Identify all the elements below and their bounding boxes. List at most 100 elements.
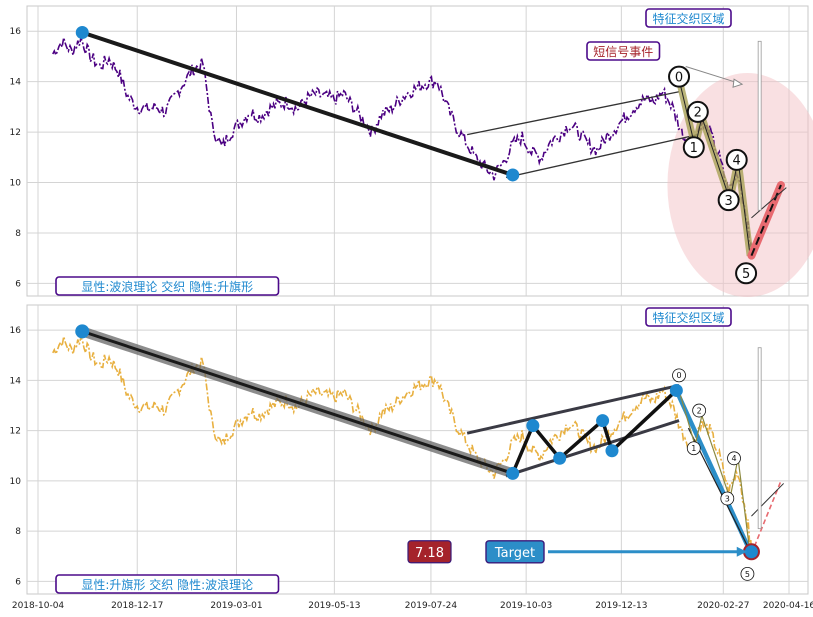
wave-label-bottom-2: 2 <box>692 403 707 418</box>
flag-lower <box>505 419 680 478</box>
target-label: Target <box>485 540 545 564</box>
wave-label-top-0-ring <box>668 65 691 88</box>
point-marker <box>75 25 89 39</box>
y-tick-label: 6 <box>15 279 21 289</box>
wave-label-top-5-text: 5 <box>742 267 750 282</box>
flag-point-marker <box>526 419 540 433</box>
region-annotation-top-box <box>645 8 732 28</box>
wave-label-bottom-5-text: 5 <box>745 570 750 579</box>
y-tick-label: 12 <box>10 427 21 437</box>
wave-label-bottom-1: 1 <box>686 441 701 456</box>
trend-line <box>81 30 514 177</box>
flag-point-marker <box>605 444 619 458</box>
x-tick-label: 2018-12-17 <box>111 601 163 611</box>
wave-label-bottom-3: 3 <box>720 491 735 506</box>
wave-label-bottom-0: 0 <box>672 368 686 383</box>
x-tick-label: 2020-04-16 <box>763 601 813 611</box>
flag-point-marker <box>669 383 683 397</box>
y-tick-label: 6 <box>15 577 21 587</box>
wave-label-top-0-text: 0 <box>675 70 683 85</box>
event-arrow <box>685 66 743 85</box>
pattern-annotation-top-text: 显性:波浪理论 交织 隐性:升旗形 <box>81 279 253 294</box>
event-annotation-text: 短信号事件 <box>593 45 653 59</box>
target-label-text: Target <box>494 546 535 561</box>
y-tick-label: 16 <box>10 27 22 37</box>
wave-path-bottom <box>678 390 751 554</box>
pattern-annotation-bottom-text: 显性:升旗形 交织 隐性:波浪理论 <box>81 577 253 592</box>
y-tick-label: 12 <box>10 128 21 138</box>
wave-label-bottom-1-ring <box>686 441 701 456</box>
wave-label-top-5-ring <box>735 262 758 285</box>
y-tick-label: 16 <box>10 326 22 336</box>
event-annotation-box <box>586 41 661 61</box>
event-arrow-head <box>732 78 744 88</box>
pattern-annotation-bottom: 显性:升旗形 交织 隐性:波浪理论 <box>55 574 280 594</box>
target-arrow-head <box>736 546 747 557</box>
channel-upper <box>467 91 680 136</box>
forecast-thin <box>751 187 787 219</box>
wave-path-inner <box>678 79 751 256</box>
target-value-box <box>407 540 452 564</box>
target-projection <box>674 389 753 553</box>
y-tick-label: 8 <box>15 229 21 239</box>
event-annotation: 短信号事件 <box>586 41 661 61</box>
region-annotation-bottom-box <box>645 307 732 327</box>
target-label-box <box>485 540 545 564</box>
trend-line <box>81 329 514 475</box>
y-tick-label: 8 <box>15 527 21 537</box>
region-annotation-bottom: 特征交织区域 <box>645 307 732 327</box>
wave-label-top-2: 2 <box>686 100 709 123</box>
y-tick-label: 10 <box>10 179 22 189</box>
wave-label-top-3: 3 <box>717 189 740 212</box>
pattern-annotation-top-box <box>55 276 280 296</box>
point-marker <box>75 324 90 339</box>
price-line-bottom <box>52 334 753 552</box>
region-annotation-top: 特征交织区域 <box>645 8 732 28</box>
wave-label-bottom-3-ring <box>720 491 735 506</box>
x-tick-label: 2019-07-24 <box>405 601 458 611</box>
spike-bar <box>757 40 762 211</box>
pattern-annotation-bottom-box <box>55 574 280 594</box>
wave-label-bottom-5-ring <box>740 566 755 581</box>
flag-zigzag <box>511 389 678 475</box>
x-tick-label: 2019-10-03 <box>500 601 552 611</box>
flag-upper <box>466 383 680 435</box>
pattern-annotation-top: 显性:波浪理论 交织 隐性:升旗形 <box>55 276 280 296</box>
forecast-line-bottom <box>750 480 782 555</box>
wave-label-top-3-text: 3 <box>725 194 733 209</box>
wave-label-bottom-2-text: 2 <box>697 406 702 415</box>
wave-label-top-4-ring <box>725 148 748 171</box>
y-tick-label: 14 <box>10 78 22 88</box>
x-tick-label: 2019-05-13 <box>308 601 360 611</box>
wave-label-top-1-ring <box>682 136 705 159</box>
flag-point-marker <box>596 414 610 428</box>
wave-label-bottom-2-ring <box>692 403 707 418</box>
wave-label-bottom-4-ring <box>727 451 741 466</box>
wave-label-top-0: 0 <box>668 65 691 88</box>
wave-label-bottom-0-text: 0 <box>676 371 681 380</box>
wave-label-bottom-4-text: 4 <box>731 454 736 463</box>
wave-label-bottom-5: 5 <box>740 566 755 581</box>
x-tick-label: 2018-10-04 <box>12 601 65 611</box>
wave-label-bottom-4: 4 <box>727 451 741 466</box>
wave-label-bottom-0-ring <box>672 368 686 383</box>
wave-label-top-3-ring <box>717 189 740 212</box>
price-line-top <box>52 35 753 254</box>
region-annotation-top-text: 特征交织区域 <box>652 11 724 26</box>
spike-bar-bottom <box>757 347 762 530</box>
region-annotation-bottom-text: 特征交织区域 <box>652 310 724 325</box>
x-tick-label: 2020-02-27 <box>697 601 749 611</box>
wave-label-top-2-ring <box>686 100 709 123</box>
flag-point-marker <box>506 466 520 480</box>
point-marker <box>506 168 520 182</box>
wave-label-top-2-text: 2 <box>694 106 702 121</box>
channel-lower <box>505 133 698 179</box>
forecast-thin-bottom <box>751 483 784 517</box>
wave-label-bottom-3-text: 3 <box>725 494 730 503</box>
wave-label-top-5: 5 <box>735 262 758 285</box>
y-tick-label: 10 <box>10 477 22 487</box>
wave-label-bottom-1-text: 1 <box>691 444 696 453</box>
wave-label-top-1-text: 1 <box>690 141 698 156</box>
x-tick-label: 2019-12-13 <box>595 601 647 611</box>
